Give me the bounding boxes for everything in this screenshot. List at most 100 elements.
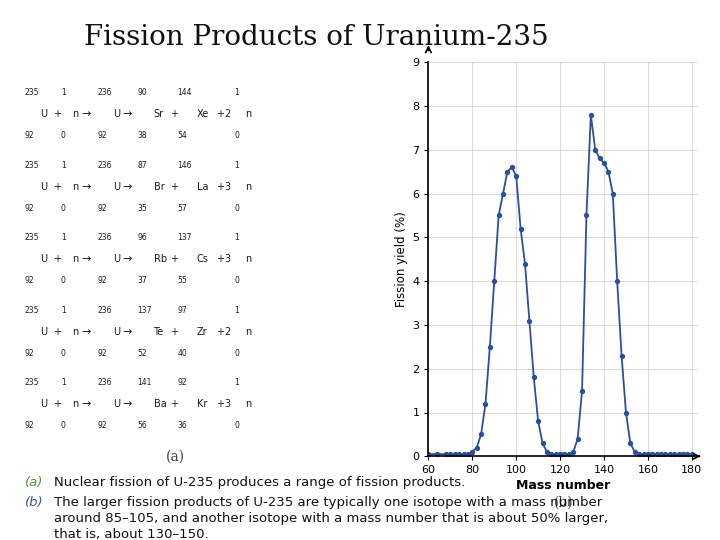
Text: around 85–105, and another isotope with a mass number that is about 50% larger,: around 85–105, and another isotope with … <box>54 512 608 525</box>
Text: 37: 37 <box>138 276 147 285</box>
Text: →: → <box>81 399 90 409</box>
Text: n: n <box>72 181 78 192</box>
Text: +: + <box>216 399 224 409</box>
Text: 144: 144 <box>178 89 192 97</box>
Text: 3: 3 <box>224 254 230 264</box>
Text: 92: 92 <box>178 379 187 387</box>
Text: Kr: Kr <box>197 399 207 409</box>
Text: U: U <box>113 109 120 119</box>
Text: 40: 40 <box>178 348 187 357</box>
Text: +: + <box>216 327 224 337</box>
Text: n: n <box>72 254 78 264</box>
Text: 35: 35 <box>138 204 147 213</box>
Text: →: → <box>81 254 90 264</box>
Text: 1: 1 <box>234 161 239 170</box>
Text: U: U <box>113 181 120 192</box>
Text: 1: 1 <box>234 379 239 387</box>
Text: →: → <box>122 327 132 337</box>
Text: 137: 137 <box>178 233 192 242</box>
Text: 0: 0 <box>60 348 66 357</box>
Text: →: → <box>81 327 90 337</box>
Text: 96: 96 <box>138 233 147 242</box>
Text: 1: 1 <box>60 306 66 315</box>
Text: (b): (b) <box>554 496 573 510</box>
Text: →: → <box>122 399 132 409</box>
Text: 92: 92 <box>24 131 34 140</box>
Text: +: + <box>216 109 224 119</box>
Text: 52: 52 <box>138 348 147 357</box>
Text: 2: 2 <box>224 327 230 337</box>
Text: Te: Te <box>153 327 163 337</box>
X-axis label: Mass number: Mass number <box>516 480 611 492</box>
Text: 36: 36 <box>178 421 187 430</box>
Text: Nuclear fission of U-235 produces a range of fission products.: Nuclear fission of U-235 produces a rang… <box>54 476 465 489</box>
Text: Sr: Sr <box>153 109 163 119</box>
Text: 92: 92 <box>24 348 34 357</box>
Text: +: + <box>53 254 60 264</box>
Text: 38: 38 <box>138 131 147 140</box>
Text: 92: 92 <box>97 421 107 430</box>
Text: U: U <box>40 327 48 337</box>
Text: that is, about 130–150.: that is, about 130–150. <box>54 528 209 540</box>
Text: 0: 0 <box>60 131 66 140</box>
Text: 236: 236 <box>97 379 112 387</box>
Text: n: n <box>245 399 251 409</box>
Text: The larger fission products of U-235 are typically one isotope with a mass numbe: The larger fission products of U-235 are… <box>54 496 602 509</box>
Text: 90: 90 <box>138 89 147 97</box>
Text: 236: 236 <box>97 89 112 97</box>
Text: n: n <box>72 399 78 409</box>
Text: 0: 0 <box>234 348 239 357</box>
Text: 137: 137 <box>138 306 152 315</box>
Text: U: U <box>113 254 120 264</box>
Text: n: n <box>72 109 78 119</box>
Text: 0: 0 <box>60 276 66 285</box>
Text: Br: Br <box>153 181 164 192</box>
Text: 236: 236 <box>97 233 112 242</box>
Text: 146: 146 <box>178 161 192 170</box>
Text: U: U <box>40 399 48 409</box>
Text: n: n <box>245 254 251 264</box>
Text: (b): (b) <box>25 496 44 509</box>
Text: 0: 0 <box>60 204 66 213</box>
Text: (a): (a) <box>25 476 44 489</box>
Text: +: + <box>170 399 178 409</box>
Text: +: + <box>53 109 60 119</box>
Text: 92: 92 <box>97 131 107 140</box>
Text: U: U <box>113 327 120 337</box>
Text: 0: 0 <box>234 204 239 213</box>
Text: +: + <box>170 109 178 119</box>
Text: 235: 235 <box>24 306 39 315</box>
Text: +: + <box>170 181 178 192</box>
Text: n: n <box>245 181 251 192</box>
Text: 1: 1 <box>234 306 239 315</box>
Text: n: n <box>245 327 251 337</box>
Text: U: U <box>40 181 48 192</box>
Text: 235: 235 <box>24 233 39 242</box>
Text: n: n <box>72 327 78 337</box>
Text: 3: 3 <box>224 399 230 409</box>
Text: 97: 97 <box>178 306 187 315</box>
Text: 92: 92 <box>24 276 34 285</box>
Text: 235: 235 <box>24 161 39 170</box>
Text: 236: 236 <box>97 306 112 315</box>
Text: n: n <box>245 109 251 119</box>
Text: 236: 236 <box>97 161 112 170</box>
Text: La: La <box>197 181 208 192</box>
Text: U: U <box>40 109 48 119</box>
Text: Zr: Zr <box>197 327 207 337</box>
Text: 54: 54 <box>178 131 187 140</box>
Text: →: → <box>122 109 132 119</box>
Text: 57: 57 <box>178 204 187 213</box>
Text: +: + <box>53 399 60 409</box>
Text: 1: 1 <box>234 233 239 242</box>
Text: +: + <box>170 254 178 264</box>
Text: →: → <box>122 181 132 192</box>
Text: 1: 1 <box>60 233 66 242</box>
Text: 1: 1 <box>60 379 66 387</box>
Text: 1: 1 <box>60 89 66 97</box>
Text: Rb: Rb <box>153 254 166 264</box>
Text: 0: 0 <box>234 131 239 140</box>
Text: 0: 0 <box>234 276 239 285</box>
Text: U: U <box>40 254 48 264</box>
Text: 92: 92 <box>97 276 107 285</box>
